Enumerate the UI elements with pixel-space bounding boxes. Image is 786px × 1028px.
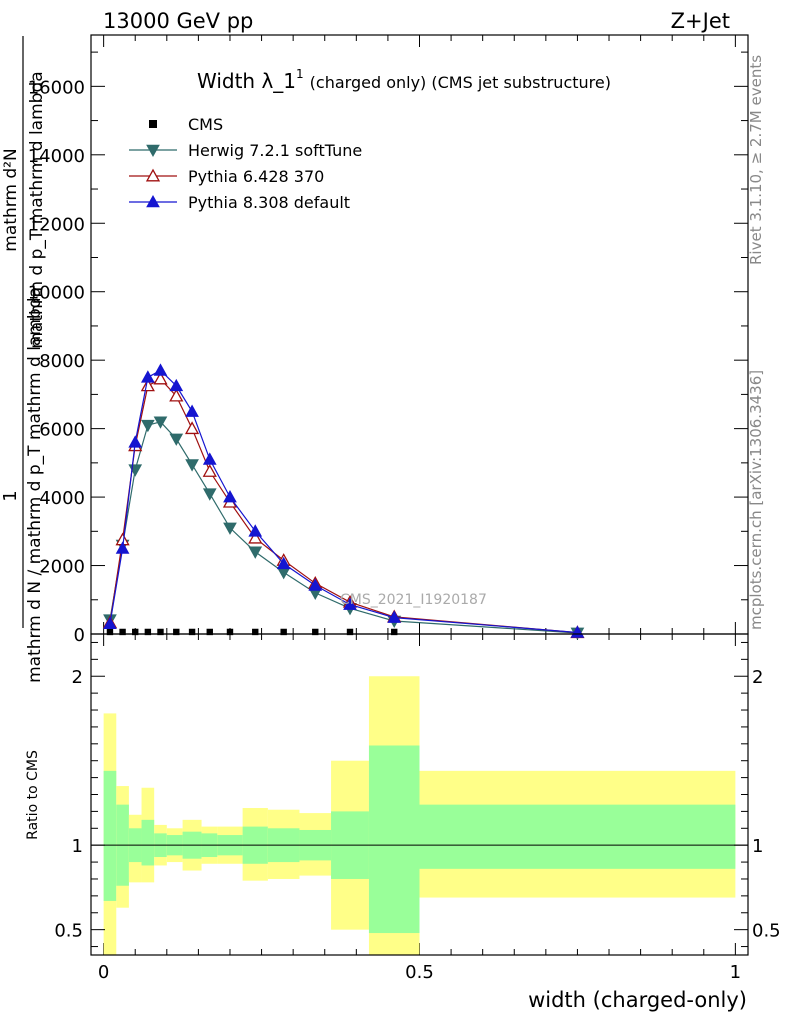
ratio-y-tick-label: 2: [72, 667, 83, 688]
data-point: [185, 404, 199, 417]
x-tick-label: 1: [730, 962, 741, 983]
data-point: [280, 628, 287, 636]
data-point: [119, 628, 126, 636]
mcplots-label: mcplots.cern.ch [arXiv:1306.3436]: [747, 370, 765, 630]
data-point: [343, 597, 357, 610]
data-point: [346, 628, 354, 636]
data-point: [391, 628, 398, 636]
legend-label: Herwig 7.2.1 softTune: [188, 141, 362, 160]
data-point: [146, 144, 160, 158]
header-energy: 13000 GeV pp: [103, 9, 253, 33]
legend-label: Pythia 8.308 default: [188, 193, 350, 212]
data-point: [169, 388, 184, 402]
series-pythia-8-308-default: [103, 363, 585, 638]
data-point: [223, 522, 237, 535]
y-tick-label: 8000: [39, 351, 85, 372]
chart-title-main: Width λ_1: [197, 69, 296, 93]
data-point: [153, 363, 168, 376]
data-point: [387, 610, 402, 623]
data-point: [206, 628, 213, 636]
y-label-num: 1: [0, 490, 21, 501]
y-tick-label: 12000: [28, 214, 85, 235]
y-tick-label: 2000: [39, 557, 85, 578]
y-tick-label: 6000: [39, 420, 85, 441]
ratio-y-tick-label-right: 0.5: [752, 921, 781, 942]
data-point: [248, 530, 263, 544]
y-axis-label: 1 mathrm d²N mathrm d p_T mathrm d lambd…: [0, 36, 47, 683]
data-point: [169, 433, 184, 446]
data-point: [144, 628, 152, 636]
data-point: [188, 628, 196, 636]
main-panel: 0 2000 4000 6000 8000 10000 12000 14000 16000: [28, 34, 749, 955]
ratio-band-inner: [141, 819, 155, 866]
ratio-band-inner: [368, 745, 420, 934]
ratio-y-tick-label: 0.5: [54, 921, 83, 942]
ratio-y-tick-label-right: 1: [752, 836, 763, 857]
ratio-y-tick-label-right: 2: [752, 667, 763, 688]
legend-label: Pythia 6.428 370: [188, 167, 324, 186]
data-point: [153, 371, 168, 385]
rivet-version-label: Rivet 3.1.10, ≥ 2.7M events: [747, 55, 765, 265]
y-tick-label: 14000: [28, 146, 85, 167]
data-point: [202, 452, 217, 465]
data-point: [202, 464, 217, 477]
ratio-panel: 0 0.5 1 0.5 0.5 1 1 2 2: [54, 633, 781, 983]
x-tick-label: 0: [98, 962, 109, 983]
y-tick-label: 0: [74, 625, 85, 646]
data-point: [226, 628, 234, 636]
data-point: [173, 628, 180, 636]
data-point: [145, 168, 161, 182]
y-tick-label: 16000: [28, 77, 85, 98]
data-point: [248, 546, 263, 559]
data-point: [169, 378, 184, 392]
legend: CMS Herwig 7.2.1 softTune Pythia 6.428 370…: [129, 115, 362, 212]
data-point: [153, 416, 168, 429]
x-axis-label: width (charged-only): [528, 988, 747, 1012]
data-point: [103, 616, 117, 630]
data-point: [308, 578, 323, 591]
data-point: [312, 628, 319, 636]
data-point: [140, 378, 155, 392]
chart-title: Width λ_11 (charged only) (CMS jet substr…: [197, 67, 611, 93]
data-point: [141, 419, 155, 433]
data-point: [276, 567, 291, 580]
data-point: [115, 541, 130, 554]
x-tick-label: 0.5: [405, 962, 434, 983]
data-point: [141, 370, 155, 383]
y-label-den: mathrm d N / mathrm d p_T mathrm d lambd…: [25, 287, 45, 683]
chart-title-sup: 1: [296, 67, 304, 81]
ratio-y-label: Ratio to CMS: [25, 750, 41, 840]
data-point: [106, 628, 114, 636]
data-point: [157, 628, 164, 636]
analysis-watermark: CMS_2021_I1920187: [340, 592, 487, 608]
data-point: [128, 435, 143, 448]
series-cms: [106, 628, 398, 636]
data-point: [184, 421, 200, 435]
data-point: [248, 524, 263, 537]
y-label-over: mathrm d²N: [1, 148, 21, 251]
y-tick-label: 10000: [28, 283, 85, 304]
data-point: [146, 194, 160, 208]
y-label-under: mathrm d p_T mathrm d lambda: [27, 71, 47, 348]
data-point: [202, 488, 217, 501]
header-process: Z+Jet: [671, 9, 730, 33]
legend-label: CMS: [188, 115, 223, 134]
ratio-band-inner: [103, 770, 117, 901]
ratio-y-tick-label: 1: [72, 836, 83, 857]
ratio-band-inner: [419, 804, 736, 869]
chart-title-rest: (charged only) (CMS jet substructure): [310, 73, 611, 92]
data-point: [276, 556, 291, 570]
data-point: [132, 628, 139, 636]
y-tick-label: 4000: [39, 488, 85, 509]
data-point: [149, 120, 157, 128]
data-point: [223, 490, 237, 503]
data-point: [185, 459, 199, 472]
data-point: [252, 628, 259, 636]
